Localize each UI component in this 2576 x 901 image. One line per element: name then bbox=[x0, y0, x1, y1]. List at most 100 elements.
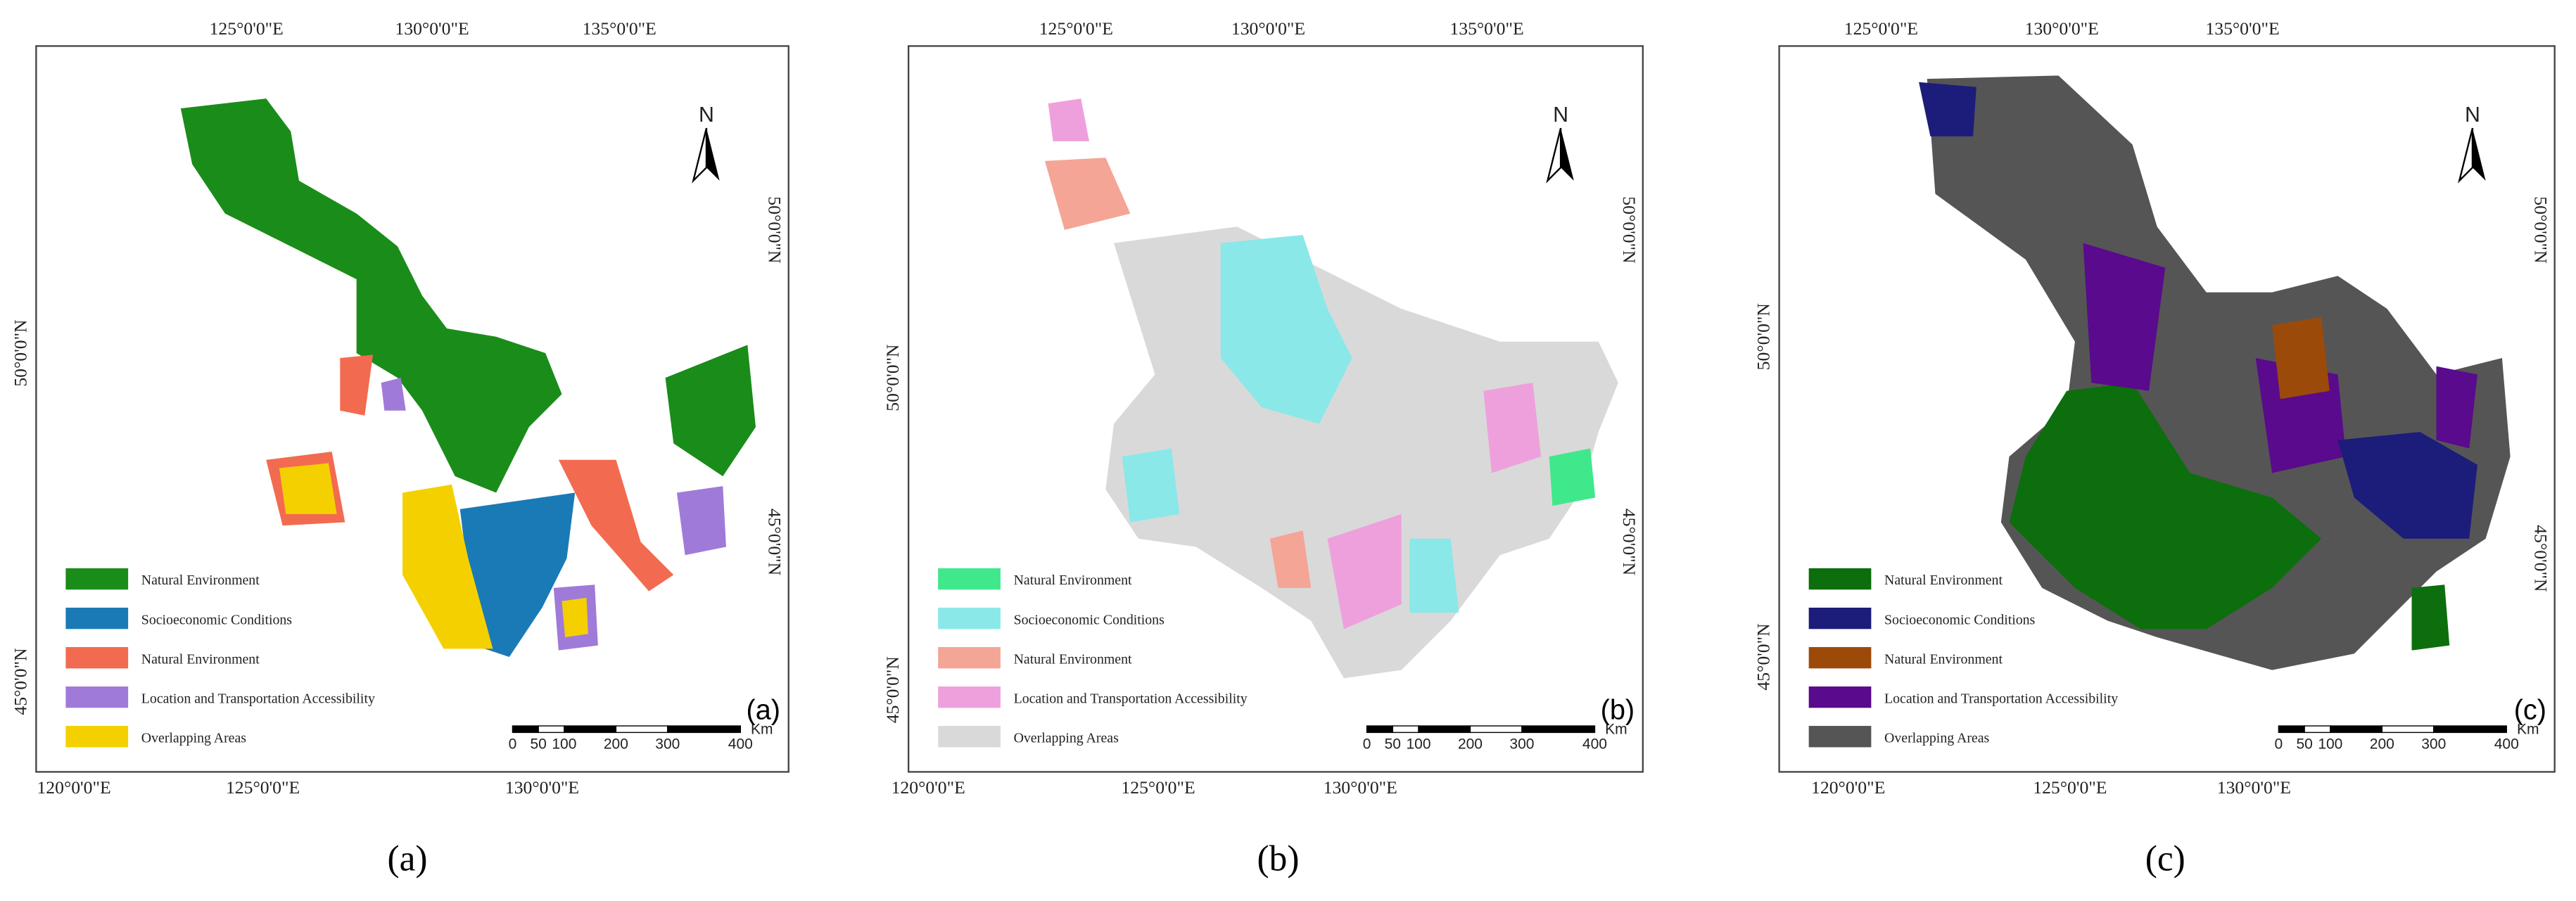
scale-label: 200 bbox=[1458, 736, 1483, 753]
map-region bbox=[2337, 432, 2477, 539]
map-region bbox=[402, 484, 493, 649]
legend-label: Natural Environment bbox=[141, 651, 260, 667]
scale-bar-segment bbox=[1469, 725, 1523, 734]
map-region bbox=[459, 492, 576, 657]
map-region bbox=[381, 378, 406, 411]
scale-label: 100 bbox=[2318, 736, 2342, 753]
map-region bbox=[2272, 317, 2330, 400]
legend-label: Overlapping Areas bbox=[141, 730, 246, 746]
panel-label: (b) bbox=[1601, 695, 1635, 726]
scale-label: 0 bbox=[509, 736, 517, 753]
left-tick-label: 45°0'0"N bbox=[882, 656, 903, 723]
legend-swatch bbox=[1808, 686, 1872, 708]
right-tick-label: 50°0'0"N bbox=[1619, 196, 1639, 263]
legend-label: Overlapping Areas bbox=[1014, 730, 1119, 746]
legend-swatch bbox=[65, 726, 129, 748]
panel-label: (c) bbox=[2514, 695, 2546, 726]
scale-unit: Km bbox=[1605, 722, 1628, 738]
legend-label: Natural Environment bbox=[1884, 573, 2003, 588]
left-tick-label: 45°0'0"N bbox=[1753, 623, 1774, 690]
map-area bbox=[180, 98, 756, 657]
scale-label: 0 bbox=[1363, 736, 1371, 753]
bottom-tick-label: 130°0'0"E bbox=[2217, 777, 2291, 798]
right-tick-label: 45°0'0"N bbox=[1619, 509, 1639, 575]
map-region bbox=[2083, 243, 2166, 391]
panel-caption: (c) bbox=[2145, 839, 2185, 879]
scale-bar-segment bbox=[2330, 725, 2383, 734]
north-label: N bbox=[2465, 103, 2480, 127]
legend-swatch bbox=[938, 568, 1001, 590]
map-region bbox=[558, 459, 674, 592]
map-region bbox=[279, 463, 337, 514]
top-tick-label: 125°0'0"E bbox=[1844, 18, 1918, 39]
map-region bbox=[1048, 98, 1089, 141]
scale-bar-segment bbox=[538, 725, 565, 734]
left-tick-label: 45°0'0"N bbox=[10, 648, 30, 715]
legend-swatch bbox=[938, 686, 1001, 708]
legend-label: Location and Transportation Accessibilit… bbox=[1884, 691, 2118, 706]
scale-bar-segment bbox=[2278, 725, 2305, 734]
map-region bbox=[180, 98, 562, 493]
map-region bbox=[2411, 584, 2450, 651]
map-area bbox=[1044, 98, 1618, 679]
map-region bbox=[1919, 82, 1977, 136]
legend-label: Natural Environment bbox=[1014, 573, 1132, 588]
top-tick-label: 125°0'0"E bbox=[210, 18, 284, 39]
scale-bar-segment bbox=[512, 725, 539, 734]
legend-swatch bbox=[938, 607, 1001, 630]
scale-bar-segment bbox=[564, 725, 617, 734]
top-tick-label: 125°0'0"E bbox=[1039, 18, 1113, 39]
scale-label: 100 bbox=[1407, 736, 1431, 753]
scale-bar-segment bbox=[667, 725, 742, 734]
legend-swatch bbox=[938, 726, 1001, 748]
scale-label: 50 bbox=[1385, 736, 1401, 753]
north-label: N bbox=[699, 103, 714, 127]
scale-bar-segment bbox=[1521, 725, 1596, 734]
map-region bbox=[1549, 448, 1596, 506]
legend-swatch bbox=[1808, 568, 1872, 590]
legend-swatch bbox=[1808, 726, 1872, 748]
scale-label: 50 bbox=[531, 736, 547, 753]
map-panel: 125°0'0"E 130°0'0"E 135°0'0"E 120°0'0"E 125°… bbox=[10, 18, 789, 798]
legend-label: Socioeconomic Conditions bbox=[1014, 612, 1165, 627]
bottom-tick-label: 125°0'0"E bbox=[226, 777, 300, 798]
legend-label: Natural Environment bbox=[1014, 651, 1132, 667]
map-region bbox=[665, 345, 756, 477]
legend-label: Location and Transportation Accessibilit… bbox=[1014, 691, 1248, 706]
scale-label: 100 bbox=[552, 736, 576, 753]
bottom-tick-label: 125°0'0"E bbox=[2033, 777, 2107, 798]
map-panel: 125°0'0"E 130°0'0"E 135°0'0"E 120°0'0"E 125°… bbox=[882, 18, 1644, 798]
top-tick-label: 130°0'0"E bbox=[1231, 18, 1305, 39]
map-region bbox=[561, 597, 588, 637]
scale-bar-segment bbox=[1366, 725, 1393, 734]
map-region bbox=[1409, 538, 1459, 613]
scale-unit: Km bbox=[2517, 722, 2539, 738]
map-region bbox=[676, 486, 726, 556]
right-tick-label: 50°0'0"N bbox=[2531, 196, 2551, 263]
scale-label: 50 bbox=[2296, 736, 2312, 753]
legend-swatch bbox=[65, 646, 129, 669]
legend-label: Overlapping Areas bbox=[1884, 730, 1989, 746]
top-tick-label: 135°0'0"E bbox=[2205, 18, 2279, 39]
left-tick-label: 50°0'0"N bbox=[882, 344, 903, 411]
map-frame bbox=[35, 45, 789, 773]
scale-unit: Km bbox=[751, 722, 773, 738]
scale-label: 300 bbox=[2421, 736, 2446, 753]
top-tick-label: 135°0'0"E bbox=[1449, 18, 1523, 39]
map-region bbox=[1220, 234, 1352, 424]
scale-bar-segment bbox=[1418, 725, 1471, 734]
right-tick-label: 50°0'0"N bbox=[765, 196, 785, 263]
legend-swatch bbox=[65, 686, 129, 708]
legend-swatch bbox=[65, 568, 129, 590]
legend-label: Location and Transportation Accessibilit… bbox=[141, 691, 375, 706]
scale-bar-segment bbox=[615, 725, 668, 734]
right-tick-label: 45°0'0"N bbox=[2531, 525, 2551, 592]
scale-label: 200 bbox=[2370, 736, 2394, 753]
legend-label: Natural Environment bbox=[1884, 651, 2003, 667]
scale-label: 200 bbox=[604, 736, 628, 753]
map-region bbox=[1483, 383, 1542, 473]
map-region bbox=[1044, 158, 1131, 230]
scale-label: 300 bbox=[1509, 736, 1534, 753]
